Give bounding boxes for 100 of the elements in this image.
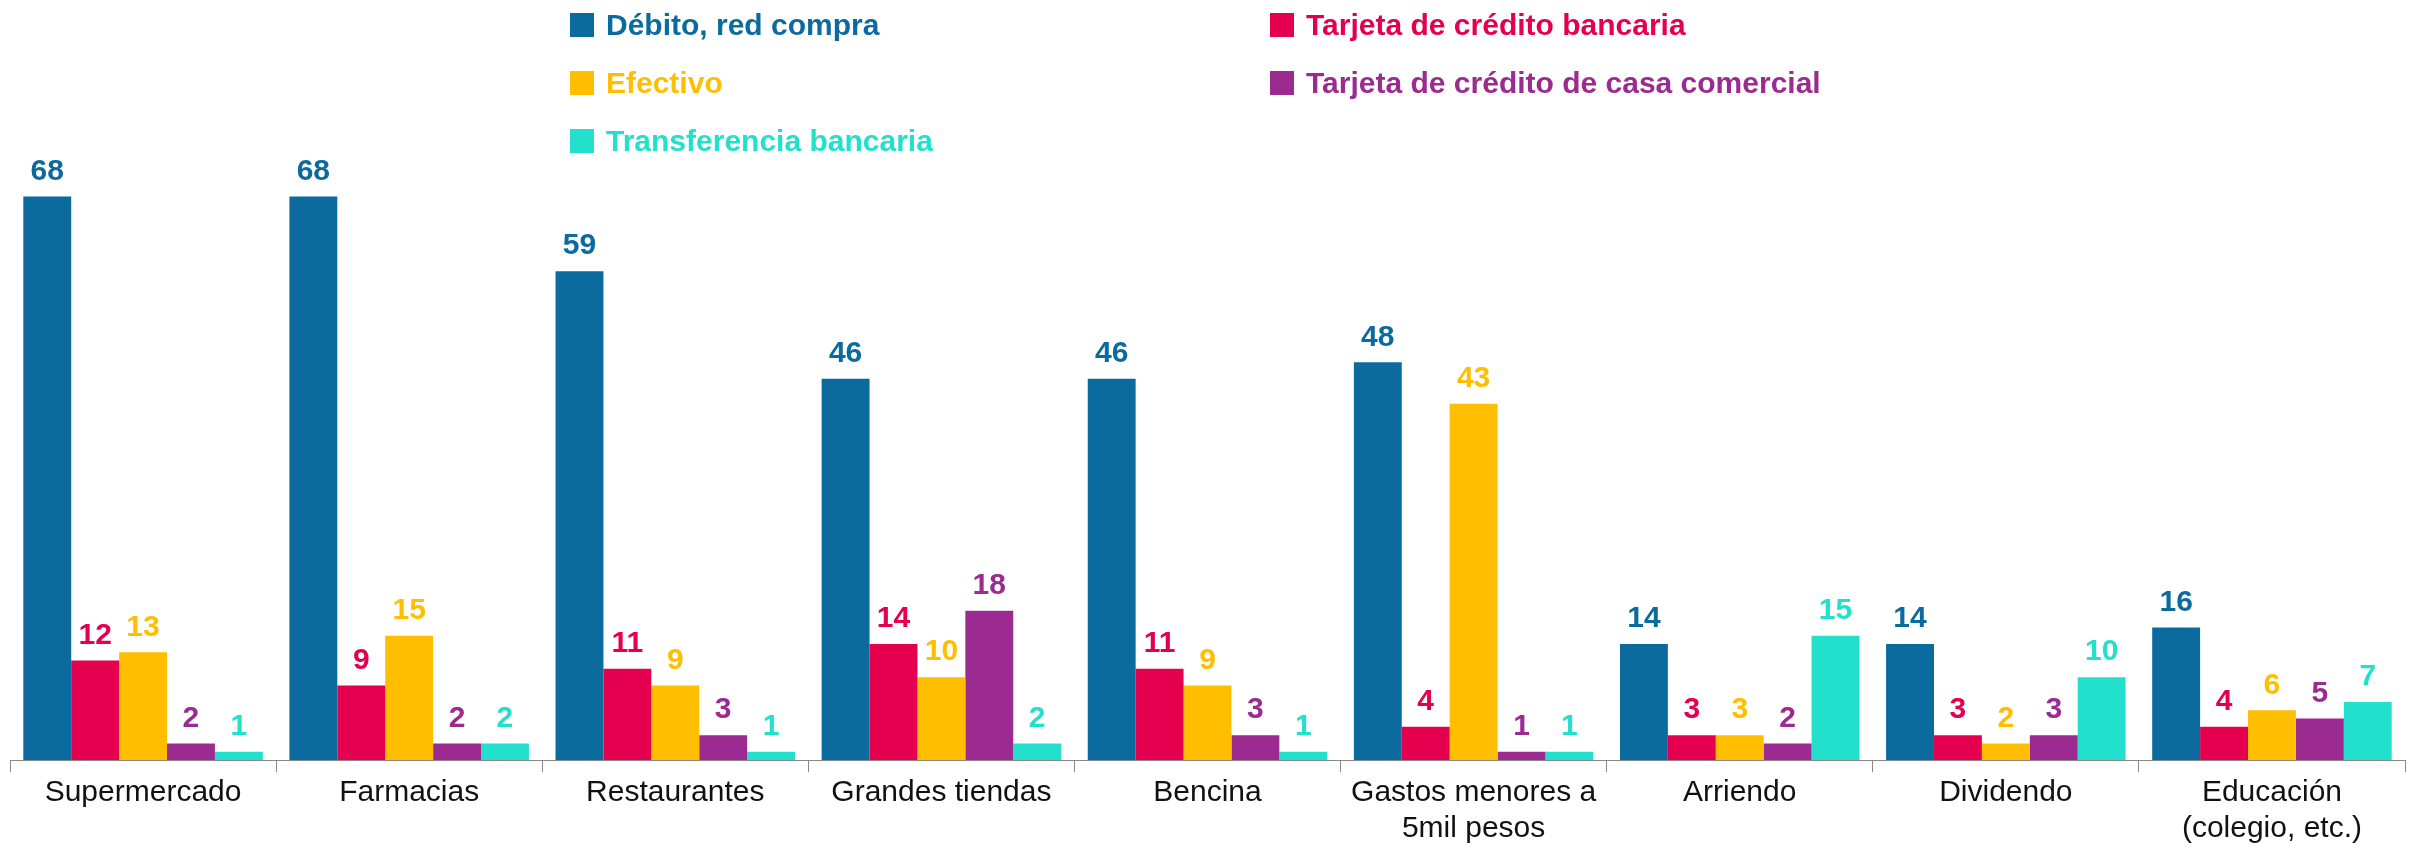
x-tick-label: Grandes tiendas [831,774,1052,808]
data-label: 9 [1199,641,1216,675]
bar [1667,735,1716,760]
bar [1811,635,1860,760]
data-label: 15 [1818,591,1853,625]
data-label: 48 [1361,318,1395,352]
bar [2029,735,2078,760]
data-label: 9 [352,641,370,675]
bar [651,685,700,760]
data-label: 5 [2311,674,2329,708]
bar [337,685,386,760]
data-label: 10 [2084,633,2119,667]
data-label: 14 [876,600,911,634]
data-label: 3 [1731,691,1749,725]
bar [965,610,1014,760]
data-label: 18 [972,567,1006,601]
legend-label: Transferencia bancaria [606,124,933,158]
bar [1279,751,1328,760]
data-label: 1 [1513,707,1530,741]
bar [119,652,168,760]
data-label: 3 [1683,691,1701,725]
bar [1353,362,1402,760]
data-label: 3 [2045,691,2063,725]
bar [2077,677,2126,760]
data-label: 7 [2359,658,2377,692]
data-label: 68 [30,152,64,186]
data-label: 16 [2159,583,2193,617]
bar [1886,644,1934,760]
bar [433,743,482,760]
data-label: 2 [1779,699,1796,733]
data-label: 9 [666,641,684,675]
data-label: 2 [1997,699,2015,733]
data-label: 46 [1095,335,1129,369]
bar [821,378,870,760]
bar [699,735,748,760]
x-tick-label: Restaurantes [586,774,765,808]
bar [1715,735,1764,760]
legend-label: Tarjeta de crédito bancaria [1306,8,1686,42]
x-tick-label: Arriendo [1683,774,1797,808]
bar [1497,751,1546,760]
data-label: 4 [2215,683,2233,717]
bar [2343,702,2392,760]
bar [1763,743,1812,760]
data-label: 1 [230,707,248,741]
data-label: 68 [296,152,331,186]
data-label: 3 [1949,691,1967,725]
bar [869,644,918,760]
data-label: 59 [562,227,597,261]
bar [71,660,120,760]
bar [1619,644,1668,760]
x-tick-label: Bencina [1153,774,1263,808]
data-label: 2 [496,699,514,733]
bar [1135,668,1184,760]
bar [917,677,966,760]
data-label: 11 [611,625,644,659]
bar [481,743,529,760]
data-label: 1 [1561,707,1578,741]
bar [2152,627,2201,760]
data-label: 1 [1294,707,1312,741]
data-label: 10 [924,633,959,667]
data-label: 6 [2263,666,2281,700]
bar [1401,726,1450,760]
data-label: 15 [392,591,426,625]
x-tick-label: Dividendo [1939,774,2073,808]
bar [1933,735,1982,760]
bar [603,668,652,760]
data-label: 2 [182,699,200,733]
bar [1183,685,1232,760]
bar [1545,751,1594,760]
bar [2295,718,2344,760]
bar [1013,743,1062,760]
data-label: 11 [1143,625,1176,659]
x-tick-label: Educación (colegio, etc.) [2181,774,2362,844]
bar [1231,735,1280,760]
x-tick-label: Supermercado [44,774,242,808]
x-tick-label: Farmacias [339,774,480,808]
bar [1087,378,1136,760]
bar [167,743,215,760]
bar [2200,726,2248,760]
data-label: 14 [1627,600,1661,634]
data-label: 4 [1417,683,1435,717]
data-label: 12 [78,616,112,650]
data-label: 13 [126,608,160,642]
bar [555,271,604,760]
bar [1981,743,2030,760]
data-label: 46 [828,335,863,369]
data-label: 3 [714,691,732,725]
bar [1449,403,1498,760]
data-label: 2 [1028,699,1046,733]
data-label: 1 [762,707,780,741]
legend-label: Efectivo [606,66,723,100]
bar [214,751,263,760]
legend-label: Tarjeta de crédito de casa comercial [1306,66,1821,100]
bar [2247,710,2296,760]
legend-label: Débito, red compra [606,8,880,42]
x-tick-label: Gastos menores a 5mil pesos [1351,774,1597,844]
bar [289,196,338,760]
data-label: 3 [1247,691,1264,725]
data-label: 14 [1893,600,1928,634]
data-label: 43 [1456,359,1491,393]
